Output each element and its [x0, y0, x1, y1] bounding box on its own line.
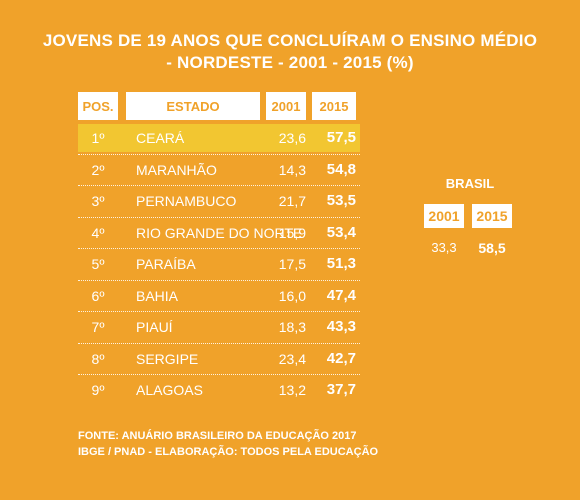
row-separator	[78, 185, 360, 186]
row-state: CEARÁ	[136, 130, 185, 146]
table-row: 1º CEARÁ 23,6 57,5	[78, 124, 360, 152]
row-position: 6º	[91, 287, 105, 304]
row-value-2001: 21,7	[278, 193, 306, 209]
row-position: 1º	[91, 130, 105, 146]
row-value-2001: 17,5	[278, 256, 306, 272]
table-row: 7º PIAUÍ 18,3 43,3	[78, 313, 360, 341]
row-state: BAHIA	[136, 287, 179, 304]
row-position: 4º	[91, 224, 105, 241]
row-state: ALAGOAS	[136, 382, 203, 398]
row-separator	[78, 153, 360, 155]
brasil-header-2001: 2001	[424, 204, 464, 228]
header-2015: 2015	[312, 92, 356, 120]
row-value-2015: 51,3	[326, 255, 356, 272]
row-separator	[78, 216, 360, 218]
row-value-2015: 54,8	[326, 160, 356, 178]
row-value-2001: 23,4	[278, 350, 306, 367]
row-position: 5º	[91, 256, 105, 272]
row-state: PARAÍBA	[136, 256, 196, 272]
title-line-1: JOVENS DE 19 ANOS QUE CONCLUÍRAM O ENSIN…	[42, 31, 538, 50]
row-value-2015: 42,7	[326, 349, 356, 367]
header-estado: ESTADO	[126, 92, 260, 120]
table-row: 4º RIO GRANDE DO NORTE 15,9 53,4	[78, 219, 360, 247]
table-row: 8º SERGIPE 23,4 42,7	[78, 345, 360, 373]
row-separator	[78, 248, 360, 249]
row-position: 9º	[91, 382, 105, 398]
table-row: 5º PARAÍBA 17,5 51,3	[78, 250, 360, 278]
table-row: 6º BAHIA 16,0 47,4	[78, 282, 360, 310]
chart-title: JOVENS DE 19 ANOS QUE CONCLUÍRAM O ENSIN…	[0, 30, 580, 74]
row-value-2001: 16,0	[278, 287, 306, 304]
row-state: MARANHÃO	[136, 161, 217, 178]
row-state: PIAUÍ	[136, 319, 173, 335]
brasil-label: BRASIL	[445, 176, 495, 191]
row-separator	[78, 311, 360, 312]
row-value-2001: 15,9	[278, 224, 306, 241]
brasil-value-2015: 58,5	[478, 240, 506, 256]
row-value-2001: 14,3	[278, 161, 306, 178]
row-separator	[78, 374, 360, 375]
table-header: POS. ESTADO 2001 2015	[78, 92, 360, 120]
row-position: 3º	[91, 193, 105, 209]
row-state: RIO GRANDE DO NORTE	[136, 224, 303, 241]
brasil-header-2015: 2015	[472, 204, 512, 228]
source-note: FONTE: ANUÁRIO BRASILEIRO DA EDUCAÇÃO 20…	[78, 428, 378, 460]
row-position: 8º	[91, 350, 105, 367]
row-value-2015: 47,4	[326, 286, 356, 304]
title-line-2: - NORDESTE - 2001 - 2015 (%)	[166, 53, 414, 72]
row-position: 2º	[91, 161, 105, 178]
header-pos: POS.	[78, 92, 118, 120]
row-separator	[78, 342, 360, 344]
source-line-2: IBGE / PNAD - ELABORAÇÃO: TODOS PELA EDU…	[78, 446, 379, 458]
row-value-2001: 13,2	[278, 382, 306, 398]
row-value-2015: 53,5	[326, 192, 356, 209]
header-2001: 2001	[266, 92, 306, 120]
row-value-2015: 37,7	[326, 381, 356, 398]
row-state: SERGIPE	[136, 350, 199, 367]
brasil-value-2001: 33,3	[431, 240, 457, 255]
row-value-2015: 43,3	[326, 318, 356, 335]
table-row: 9º ALAGOAS 13,2 37,7	[78, 376, 360, 404]
row-value-2001: 18,3	[278, 319, 306, 335]
row-state: PERNAMBUCO	[136, 193, 237, 209]
ranking-table: POS. ESTADO 2001 2015 1º CEARÁ 23,6 57,5 2º M…	[78, 92, 360, 398]
table-row: 3º PERNAMBUCO 21,7 53,5	[78, 187, 360, 215]
row-value-2015: 53,4	[326, 223, 356, 241]
row-position: 7º	[91, 319, 105, 335]
row-value-2001: 23,6	[278, 130, 306, 146]
source-line-1: FONTE: ANUÁRIO BRASILEIRO DA EDUCAÇÃO 20…	[78, 430, 357, 442]
table-row: 2º MARANHÃO 14,3 54,8	[78, 156, 360, 184]
row-value-2015: 57,5	[326, 129, 356, 146]
row-separator	[78, 279, 360, 281]
